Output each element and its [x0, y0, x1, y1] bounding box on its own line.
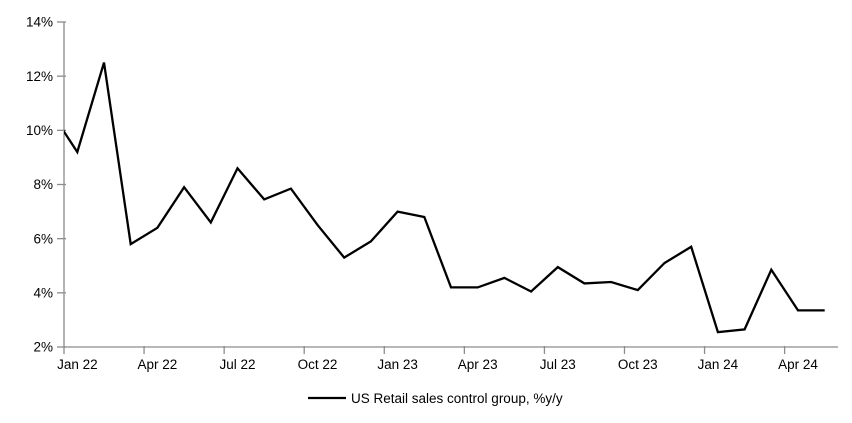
x-tick-label: Jul 23	[540, 357, 576, 372]
x-tick-label: Jan 23	[377, 357, 418, 372]
y-tick-label: 10%	[26, 123, 53, 138]
retail-sales-control-line	[64, 62, 825, 334]
legend-label: US Retail sales control group, %y/y	[351, 391, 563, 406]
y-tick-group: 2% 4% 6% 8% 10% 12% 14%	[26, 15, 66, 355]
legend: US Retail sales control group, %y/y	[308, 391, 563, 406]
x-tick-label: Jan 22	[57, 357, 98, 372]
y-tick-label: 2%	[33, 340, 53, 355]
x-tick-label: Oct 23	[618, 357, 658, 372]
y-tick-label: 14%	[26, 15, 53, 30]
x-tick-label: Jul 22	[219, 357, 255, 372]
x-tick-label: Jan 24	[698, 357, 739, 372]
y-tick-label: 6%	[33, 231, 53, 246]
x-tick-label: Apr 24	[778, 357, 818, 372]
x-tick-label: Oct 22	[298, 357, 338, 372]
y-tick-label: 12%	[26, 69, 53, 84]
x-tick-group: Jan 22 Apr 22 Jul 22 Oct 22 Jan 23 Apr 23 Jul …	[57, 346, 818, 372]
x-tick-label: Apr 23	[458, 357, 498, 372]
y-tick-label: 4%	[33, 286, 53, 301]
x-tick-label: Apr 22	[138, 357, 178, 372]
x-axis: Jan 22 Apr 22 Jul 22 Oct 22 Jan 23 Apr 23 Jul …	[57, 346, 838, 372]
y-axis: 2% 4% 6% 8% 10% 12% 14%	[26, 15, 66, 355]
y-tick-label: 8%	[33, 177, 53, 192]
